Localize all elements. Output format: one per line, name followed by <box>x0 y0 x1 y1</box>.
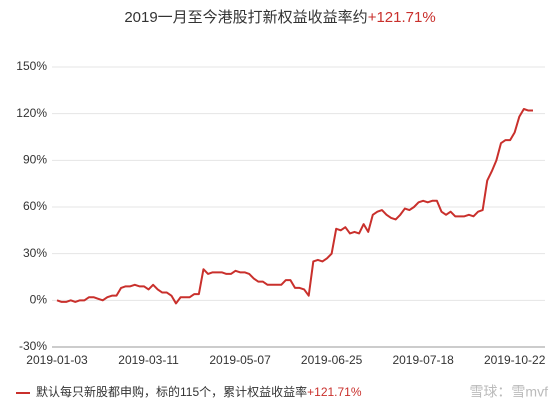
title-text: 2019一月至今港股打新权益收益率约 <box>124 9 367 26</box>
y-tick-label: 30% <box>23 246 47 260</box>
y-tick-label: 0% <box>30 293 48 307</box>
legend-text: 默认每只新股都申购，标的115个，累计权益收益率 <box>36 384 307 399</box>
y-tick-label: 60% <box>23 199 47 213</box>
watermark: 雪球：雪mvf <box>469 384 548 400</box>
legend-highlight: +121.71% <box>307 385 362 399</box>
chart-title: 2019一月至今港股打新权益收益率约+121.71% <box>124 9 435 26</box>
title-highlight: +121.71% <box>368 9 436 26</box>
x-tick-label: 2019-01-03 <box>26 353 88 367</box>
y-tick-label: 120% <box>16 106 47 120</box>
y-tick-label: 150% <box>16 59 47 73</box>
x-tick-label: 2019-06-25 <box>301 353 363 367</box>
y-tick-label: 90% <box>23 153 47 167</box>
legend-entry: 默认每只新股都申购，标的115个，累计权益收益率+121.71% <box>36 384 362 399</box>
data-line <box>56 108 533 305</box>
x-tick-label: 2019-03-11 <box>118 353 179 367</box>
y-tick-label: -30% <box>19 339 47 353</box>
x-tick-label: 2019-05-07 <box>209 353 271 367</box>
x-tick-label: 2019-10-22 <box>484 353 546 367</box>
x-tick-label: 2019-07-18 <box>392 353 454 367</box>
